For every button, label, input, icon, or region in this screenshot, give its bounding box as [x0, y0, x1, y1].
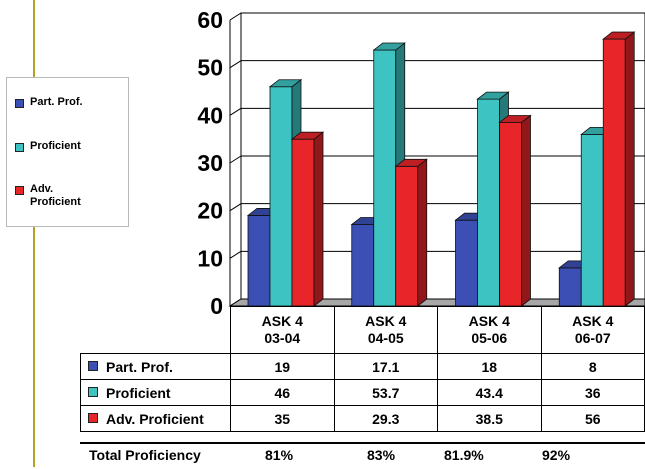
legend-item-proficient: Proficient [15, 140, 116, 153]
category-header: ASK 4 06-07 [540, 306, 645, 354]
row-swatch [88, 386, 98, 397]
table-cell: 36 [540, 379, 645, 406]
y-tick-label: 30 [197, 150, 223, 176]
legend-swatch-part-prof [15, 99, 24, 108]
decorative-rule [33, 0, 35, 467]
gridline-side [229, 250, 242, 259]
table-cell: 43.4 [437, 379, 542, 406]
total-value: 92% [542, 447, 571, 463]
table-cell: 19 [230, 353, 335, 380]
gridline-side [229, 60, 242, 69]
table-cell: 38.5 [437, 405, 542, 432]
data-table: ASK 4 03-04 ASK 4 04-05 ASK 4 05-06 ASK 4 06… [80, 306, 645, 432]
total-value: 83% [367, 447, 396, 463]
y-tick-label: 20 [197, 198, 223, 224]
bar [498, 114, 532, 307]
table-header-row: ASK 4 03-04 ASK 4 04-05 ASK 4 05-06 ASK 4 06… [81, 306, 645, 354]
table-row: Adv. Proficient 35 29.3 38.5 56 [80, 405, 645, 432]
table-cell: 18 [437, 353, 542, 380]
table-cell: 35 [230, 405, 335, 432]
table-corner [81, 307, 231, 354]
row-label: Part. Prof. [80, 353, 231, 380]
gridline-side [229, 107, 242, 116]
y-tick-label: 0 [210, 293, 223, 319]
total-label: Total Proficiency [89, 447, 201, 463]
gridline-side [229, 12, 242, 21]
row-label: Adv. Proficient [80, 405, 231, 432]
legend-swatch-proficient [15, 143, 24, 152]
y-tick-label: 40 [197, 102, 223, 128]
legend-label: Proficient [30, 140, 81, 152]
legend-item-adv-proficient: Adv. Proficient [15, 183, 116, 209]
y-tick-label: 60 [197, 7, 223, 33]
table-cell: 8 [540, 353, 645, 380]
category-header: ASK 4 05-06 [437, 306, 542, 354]
legend-label: Part. Prof. [30, 96, 83, 108]
table-cell: 29.3 [333, 405, 438, 432]
table-cell: 56 [540, 405, 645, 432]
chart-legend: Part. Prof. Proficient Adv. Proficient [6, 77, 129, 227]
total-proficiency-row: Total Proficiency 81% 83% 81.9% 92% [80, 442, 645, 469]
bar [394, 158, 428, 307]
table-row: Part. Prof. 19 17.1 18 8 [80, 353, 645, 380]
row-swatch [88, 412, 98, 423]
gridline-side [229, 203, 242, 212]
category-header: ASK 4 03-04 [230, 306, 335, 354]
total-value: 81% [265, 447, 294, 463]
table-cell: 53.7 [333, 379, 438, 406]
y-tick-label: 50 [197, 55, 223, 81]
bar [290, 131, 325, 307]
legend-item-part-prof: Part. Prof. [15, 96, 116, 109]
legend-label: Adv. Proficient [30, 183, 81, 208]
legend-swatch-adv-proficient [15, 186, 24, 195]
total-value: 81.9% [444, 447, 484, 463]
row-swatch [88, 360, 98, 371]
gridline-side [229, 155, 242, 164]
y-tick-label: 10 [197, 245, 223, 271]
table-cell: 17.1 [333, 353, 438, 380]
table-row: Proficient 46 53.7 43.4 36 [80, 379, 645, 406]
row-label: Proficient [80, 379, 231, 406]
bar [602, 31, 636, 307]
category-header: ASK 4 04-05 [333, 306, 438, 354]
table-cell: 46 [230, 379, 335, 406]
